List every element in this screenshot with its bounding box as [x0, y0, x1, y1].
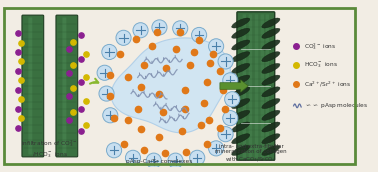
- FancyBboxPatch shape: [266, 14, 269, 158]
- Text: CO$_3^{2-}$ ions: CO$_3^{2-}$ ions: [304, 41, 336, 52]
- Ellipse shape: [262, 52, 280, 62]
- Text: $\backsim\backsim$ pAsp molecules: $\backsim\backsim$ pAsp molecules: [304, 101, 368, 110]
- Text: Ca$^{2+}$/Sr$^{2+}$ ions: Ca$^{2+}$/Sr$^{2+}$ ions: [304, 79, 351, 89]
- FancyBboxPatch shape: [260, 14, 264, 158]
- Polygon shape: [111, 38, 230, 133]
- Ellipse shape: [232, 18, 250, 28]
- FancyBboxPatch shape: [22, 15, 44, 157]
- Ellipse shape: [232, 110, 250, 120]
- Circle shape: [218, 127, 233, 142]
- Circle shape: [173, 21, 188, 36]
- Ellipse shape: [232, 52, 250, 62]
- FancyArrow shape: [220, 80, 248, 92]
- Ellipse shape: [262, 63, 280, 73]
- Circle shape: [102, 44, 117, 60]
- Ellipse shape: [232, 75, 250, 85]
- FancyBboxPatch shape: [255, 14, 258, 158]
- Circle shape: [146, 153, 161, 168]
- Ellipse shape: [262, 134, 280, 144]
- Circle shape: [103, 108, 118, 123]
- Ellipse shape: [262, 122, 280, 132]
- FancyBboxPatch shape: [237, 12, 275, 160]
- Circle shape: [97, 65, 112, 80]
- Circle shape: [125, 150, 141, 165]
- Ellipse shape: [232, 134, 250, 144]
- Circle shape: [133, 23, 148, 38]
- Ellipse shape: [232, 40, 250, 50]
- Ellipse shape: [232, 87, 250, 97]
- Ellipse shape: [262, 145, 280, 155]
- Text: infiltration of CO$_3^{2-}$
/HCO$_3^-$ ions: infiltration of CO$_3^{2-}$ /HCO$_3^-$ i…: [22, 138, 78, 160]
- FancyBboxPatch shape: [62, 18, 66, 154]
- Circle shape: [218, 54, 233, 69]
- Ellipse shape: [232, 63, 250, 73]
- Ellipse shape: [232, 122, 250, 132]
- FancyBboxPatch shape: [243, 14, 246, 158]
- Ellipse shape: [232, 99, 250, 109]
- Circle shape: [190, 150, 205, 165]
- Ellipse shape: [262, 75, 280, 85]
- Circle shape: [99, 86, 114, 101]
- Text: intra- and extra-fibrillar
mineralization of collagen
with CaCO$_3$/SrCO$_3$: intra- and extra-fibrillar mineralizatio…: [215, 144, 287, 164]
- Circle shape: [225, 92, 240, 107]
- FancyBboxPatch shape: [56, 15, 78, 157]
- Circle shape: [107, 143, 122, 158]
- Circle shape: [116, 30, 131, 45]
- Ellipse shape: [262, 40, 280, 50]
- Circle shape: [152, 20, 167, 35]
- Circle shape: [209, 39, 224, 54]
- Text: HCO$_3^-$ ions: HCO$_3^-$ ions: [304, 61, 338, 70]
- Text: pAsp-Ca/Sr complexes: pAsp-Ca/Sr complexes: [126, 159, 193, 164]
- Ellipse shape: [262, 28, 280, 38]
- Ellipse shape: [232, 28, 250, 38]
- Circle shape: [168, 153, 183, 168]
- Circle shape: [223, 111, 238, 126]
- Circle shape: [223, 73, 238, 88]
- Ellipse shape: [262, 18, 280, 28]
- Circle shape: [192, 27, 207, 42]
- Ellipse shape: [262, 87, 280, 97]
- Ellipse shape: [232, 145, 250, 155]
- Ellipse shape: [262, 110, 280, 120]
- FancyBboxPatch shape: [28, 18, 32, 154]
- FancyBboxPatch shape: [249, 14, 252, 158]
- Circle shape: [209, 141, 224, 156]
- Ellipse shape: [262, 99, 280, 109]
